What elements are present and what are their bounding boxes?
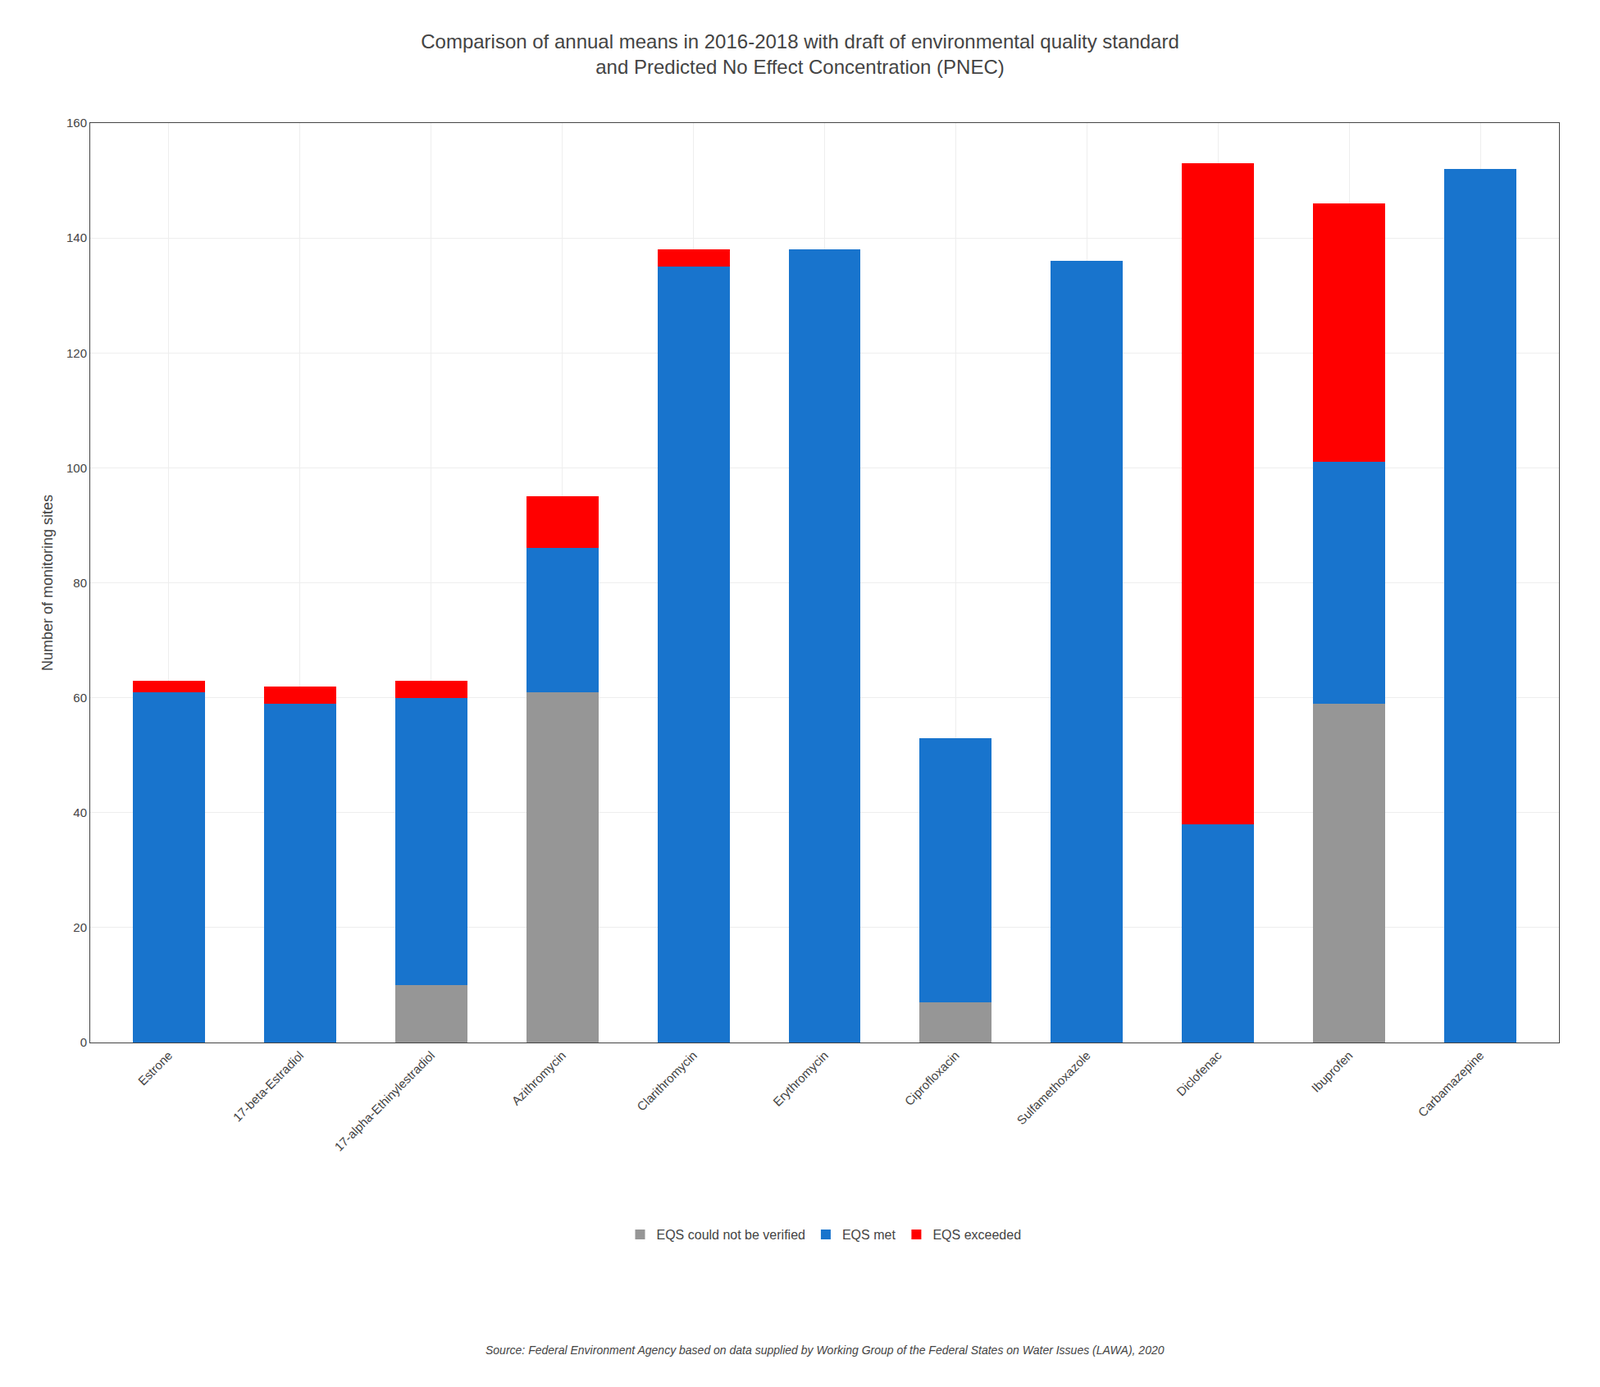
svg-text:80: 80: [72, 575, 87, 590]
svg-text:Carbamazepine: Carbamazepine: [1415, 1048, 1487, 1120]
svg-text:EQS could not be verified: EQS could not be verified: [656, 1227, 806, 1242]
svg-text:40: 40: [72, 805, 87, 820]
svg-text:Number of monitoring sites: Number of monitoring sites: [39, 494, 56, 671]
svg-text:0: 0: [80, 1034, 87, 1049]
svg-text:EQS met: EQS met: [842, 1227, 896, 1242]
svg-text:17-alpha-Ethinylestradiol: 17-alpha-Ethinylestradiol: [331, 1048, 438, 1154]
svg-text:17-beta-Estradiol: 17-beta-Estradiol: [229, 1048, 306, 1125]
svg-text:Comparison of annual means in: Comparison of annual means in 2016-2018 …: [420, 30, 1180, 78]
svg-text:100: 100: [66, 460, 87, 475]
svg-text:60: 60: [72, 690, 87, 705]
svg-text:Clarithromycin: Clarithromycin: [633, 1048, 700, 1114]
svg-text:160: 160: [66, 115, 87, 130]
svg-text:Azithromycin: Azithromycin: [508, 1048, 569, 1108]
svg-text:20: 20: [72, 920, 87, 935]
svg-text:Ibuprofen: Ibuprofen: [1308, 1048, 1356, 1095]
svg-text:Erythromycin: Erythromycin: [770, 1048, 831, 1109]
svg-text:Source: Federal Environment Ag: Source: Federal Environment Agency based…: [485, 1343, 1165, 1357]
svg-text:120: 120: [66, 346, 87, 361]
svg-text:EQS exceeded: EQS exceeded: [932, 1227, 1022, 1242]
svg-text:Ciprofloxacin: Ciprofloxacin: [901, 1048, 962, 1108]
svg-text:140: 140: [66, 230, 87, 245]
svg-text:Sulfamethoxazole: Sulfamethoxazole: [1013, 1048, 1093, 1127]
svg-text:Estrone: Estrone: [135, 1048, 176, 1089]
svg-text:Diclofenac: Diclofenac: [1173, 1048, 1225, 1099]
